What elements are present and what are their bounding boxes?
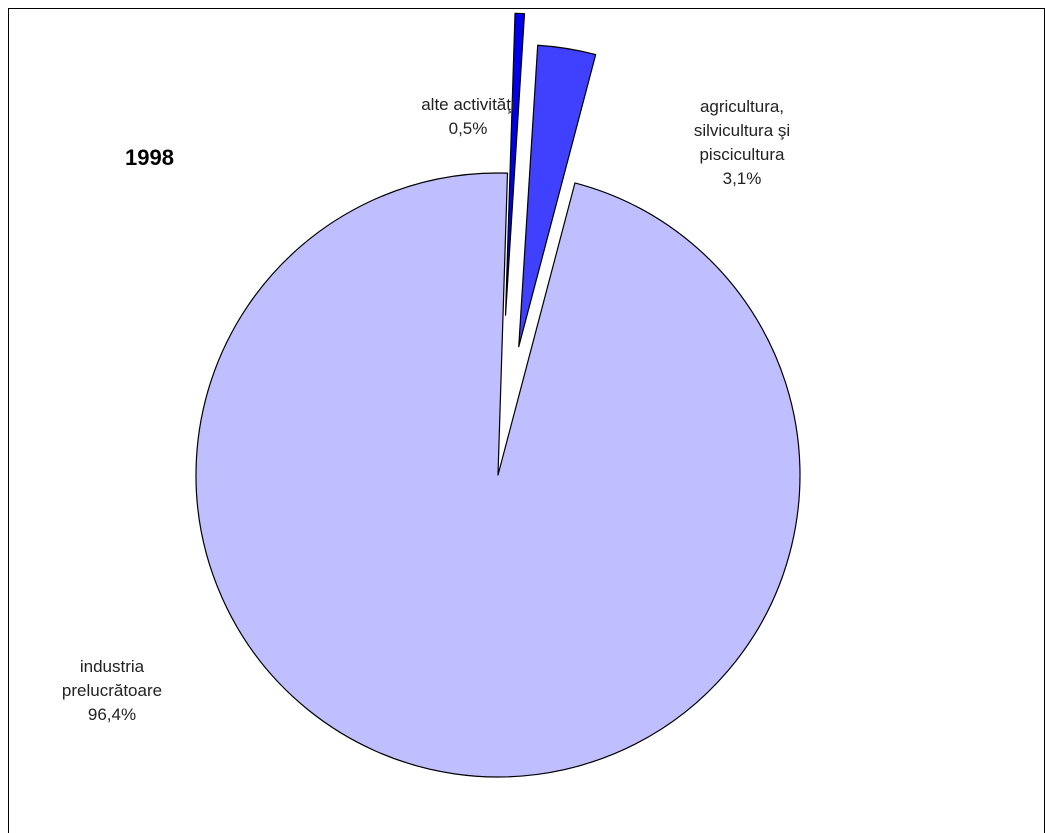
pie-slice-3 <box>504 12 526 316</box>
slice-name-line: piscicultura <box>699 145 785 164</box>
slice-value-label: 96,4% <box>88 705 136 724</box>
slice-label-3: alte activităţi 0,5% <box>421 95 515 138</box>
chart-title: 1998 <box>125 145 174 170</box>
slice-name-line: industria <box>80 657 145 676</box>
slice-value-label: 3,1% <box>723 169 762 188</box>
slice-name-line: silvicultura şi <box>694 121 790 140</box>
pie-slice-2 <box>195 172 801 778</box>
slice-labels: agricultura, silvicultura şi piscicultura 3… <box>62 95 790 724</box>
slice-name-line: agricultura, <box>700 97 784 116</box>
slice-label-1: agricultura, silvicultura şi piscicultura 3… <box>694 97 790 188</box>
pie-slices <box>195 12 801 778</box>
slice-name-line: alte activităţi <box>421 95 515 114</box>
slice-name-line: prelucrătoare <box>62 681 162 700</box>
slice-label-2: industria prelucrătoare 96,4% <box>62 657 162 724</box>
slice-value-label: 0,5% <box>449 119 488 138</box>
pie-slice-1 <box>518 44 597 348</box>
